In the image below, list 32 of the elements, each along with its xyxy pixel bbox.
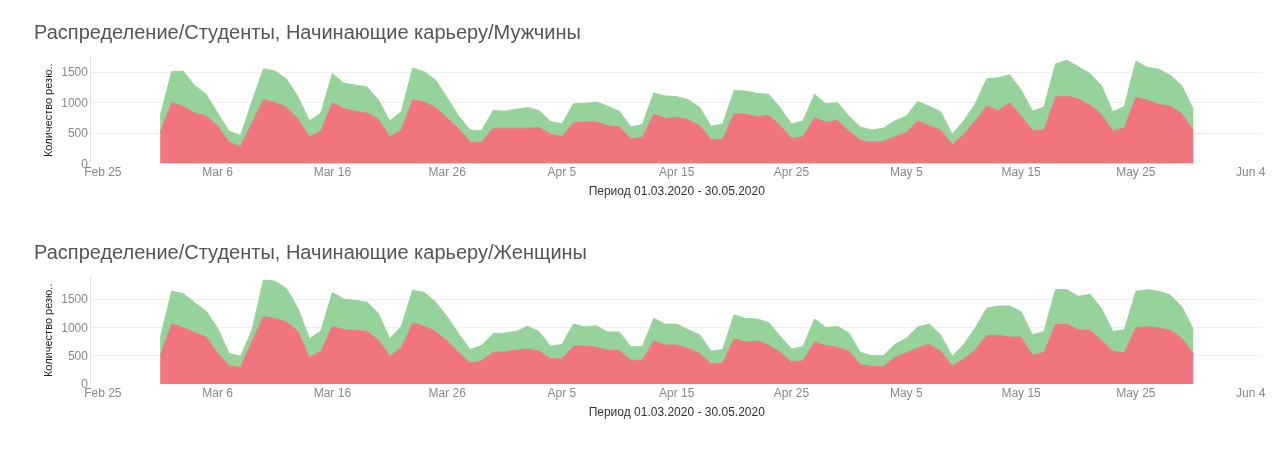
x-tick-label: Mar 16	[313, 165, 352, 180]
x-tick-label: Apr 25	[773, 165, 810, 180]
x-tick-label: Mar 16	[313, 385, 352, 400]
x-tick-label: Mar 6	[202, 385, 234, 400]
x-tick-label: Apr 5	[547, 385, 577, 400]
chart-title: Распределение/Студенты, Начинающие карьеру/Женщины	[34, 241, 587, 263]
x-tick-label: May 5	[889, 385, 923, 400]
x-tick-label: May 15	[1001, 385, 1042, 400]
x-tick-label: May 15	[1001, 165, 1042, 180]
x-tick-label: May 25	[1116, 385, 1156, 400]
x-tick-label: Apr 25	[773, 385, 810, 400]
y-tick-label: 500	[67, 348, 89, 363]
x-tick-label: Apr 5	[547, 165, 577, 180]
x-tick-label: Jun 4	[1235, 385, 1266, 400]
chart-title: Распределение/Студенты, Начинающие карьеру/Мужчины	[34, 21, 581, 43]
y-axis-title: Количество резю..	[41, 283, 54, 378]
x-tick-label: Apr 15	[659, 385, 695, 400]
y-tick-label: 1000	[61, 95, 89, 110]
x-tick-label: Mar 6	[202, 165, 234, 180]
x-tick-label: Mar 26	[428, 385, 467, 400]
x-tick-label: Apr 15	[659, 165, 695, 180]
x-tick-label: May 25	[1116, 165, 1156, 180]
y-tick-label: 1500	[61, 65, 89, 80]
y-tick-label: 1000	[61, 320, 89, 335]
y-tick-label: 1500	[61, 292, 89, 307]
y-axis-title: Количество резю..	[41, 63, 54, 158]
y-tick-label: 500	[67, 126, 89, 141]
x-axis-title: Период 01.03.2020 - 30.05.2020	[588, 184, 766, 199]
x-tick-label: May 5	[889, 165, 923, 180]
x-tick-label: Mar 26	[428, 165, 467, 180]
x-tick-label: Jun 4	[1235, 165, 1266, 180]
x-axis-title: Период 01.03.2020 - 30.05.2020	[588, 404, 766, 419]
